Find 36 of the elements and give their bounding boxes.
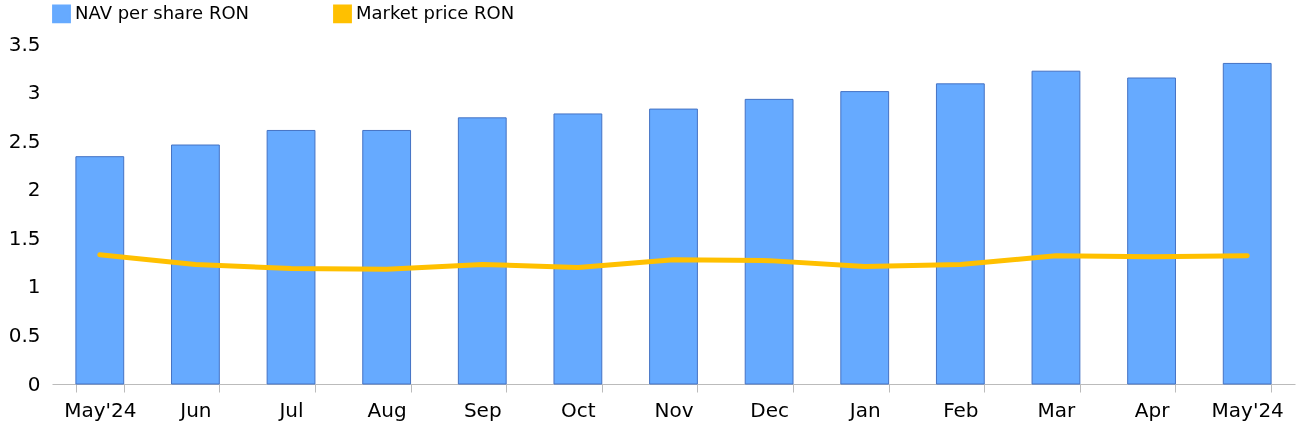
x-tick-label: Apr <box>1134 397 1171 422</box>
bar <box>744 98 794 385</box>
bar <box>1222 62 1272 385</box>
x-tick-label: Dec <box>750 397 789 422</box>
bar <box>840 91 890 385</box>
x-tick-label: Oct <box>561 397 596 422</box>
bar <box>171 144 220 385</box>
bar <box>649 108 698 385</box>
y-tick-label: 2.5 <box>8 128 41 153</box>
x-tick-label: May'24 <box>64 397 137 422</box>
y-tick-label: 2 <box>27 177 41 202</box>
bar <box>362 129 412 385</box>
y-tick-label: 0 <box>27 371 41 396</box>
y-tick-label: 1 <box>27 274 41 299</box>
x-tick-label: Aug <box>367 397 407 422</box>
bar <box>1031 70 1081 385</box>
legend-label: NAV per share RON <box>75 1 250 23</box>
y-tick-label: 1.5 <box>8 225 41 250</box>
x-tick-label: Mar <box>1037 397 1077 422</box>
x-tick-label: May'24 <box>1211 397 1284 422</box>
x-tick-label: Feb <box>943 397 979 422</box>
bar <box>553 113 603 385</box>
y-tick-label: 3.5 <box>8 31 41 56</box>
bar <box>1127 77 1176 385</box>
bar <box>935 83 985 385</box>
x-tick-label: Jan <box>847 397 881 422</box>
bar <box>266 129 316 385</box>
x-tick-label: Nov <box>654 397 694 422</box>
y-tick-label: 3 <box>27 80 41 105</box>
legend-label: Market price RON <box>356 1 515 23</box>
x-tick-label: Jul <box>277 397 304 422</box>
x-tick-label: Jun <box>178 397 212 422</box>
x-tick-label: Sep <box>463 397 502 422</box>
bar <box>75 156 125 385</box>
bar <box>457 117 507 385</box>
y-tick-label: 0.5 <box>8 322 41 347</box>
